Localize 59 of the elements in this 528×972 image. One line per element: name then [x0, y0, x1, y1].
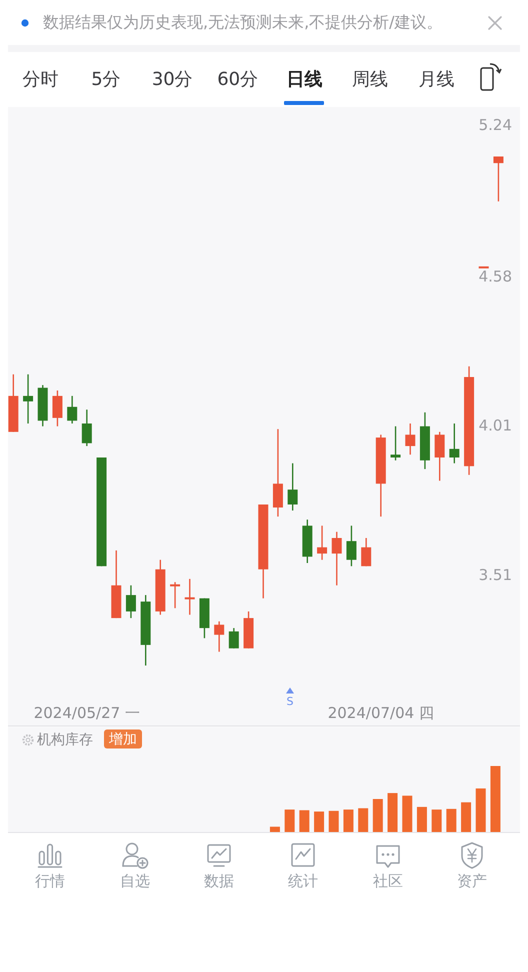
- candlestick: [434, 431, 445, 482]
- candlestick: [288, 462, 298, 512]
- text: 统计: [288, 872, 318, 890]
- y-tick-label: 4.01: [478, 416, 512, 434]
- text: 资产: [457, 872, 487, 890]
- text: 社区: [373, 872, 403, 890]
- candlestick: [126, 584, 136, 619]
- text: 30分: [152, 68, 193, 90]
- text: 数据: [204, 872, 234, 890]
- candlestick: [493, 156, 504, 202]
- candlestick: [52, 390, 62, 427]
- y-tick-label: 3.51: [478, 566, 512, 584]
- chart-title: 机构库存: [37, 732, 93, 748]
- candlestick: [332, 531, 342, 586]
- text: 自选: [120, 872, 150, 890]
- candlestick: [23, 374, 34, 424]
- candlestick: [67, 395, 78, 424]
- bar: [284, 810, 295, 832]
- candlestick: [184, 578, 195, 616]
- candlestick: [228, 627, 239, 649]
- bar: [358, 808, 368, 832]
- text: 日线: [286, 68, 322, 90]
- text: 60分: [217, 68, 258, 90]
- bar: [432, 810, 442, 832]
- bar: [299, 810, 310, 832]
- candlestick: [272, 428, 283, 518]
- bar: [416, 806, 427, 832]
- bar: [490, 766, 500, 832]
- bar: [476, 788, 486, 832]
- candlestick: [214, 620, 224, 652]
- bar: [372, 799, 383, 832]
- bar: [270, 826, 280, 832]
- text: 数据结果仅为历史表现,无法预测未来,不提供分析/建议。: [43, 12, 443, 32]
- candlestick: [405, 422, 416, 456]
- bar: [328, 810, 339, 832]
- y-tick-label: 4.58: [478, 267, 512, 286]
- x-tick-label: 2024/05/27 一: [34, 704, 140, 722]
- text: 5分: [91, 68, 121, 90]
- bar: [461, 802, 472, 832]
- candlestick: [390, 426, 401, 462]
- candlestick: [317, 525, 328, 560]
- candlestick: [82, 408, 92, 447]
- bar: [446, 808, 456, 832]
- text: 增加: [108, 731, 137, 748]
- bar: [314, 812, 324, 832]
- text: 分时: [22, 68, 59, 90]
- text: 周线: [352, 68, 388, 90]
- candlestick: [170, 581, 180, 609]
- candlestick: [361, 537, 372, 567]
- text: 行情: [35, 872, 65, 890]
- y-tick-label: 5.24: [478, 116, 512, 134]
- bar: [402, 796, 412, 832]
- text: 月线: [418, 68, 455, 90]
- x-tick-label: 2024/07/04 四: [328, 704, 434, 722]
- bar: [343, 810, 354, 832]
- annotation: S: [286, 695, 294, 708]
- bar: [388, 793, 398, 832]
- candlestick: [346, 525, 356, 567]
- candlestick: [449, 422, 460, 464]
